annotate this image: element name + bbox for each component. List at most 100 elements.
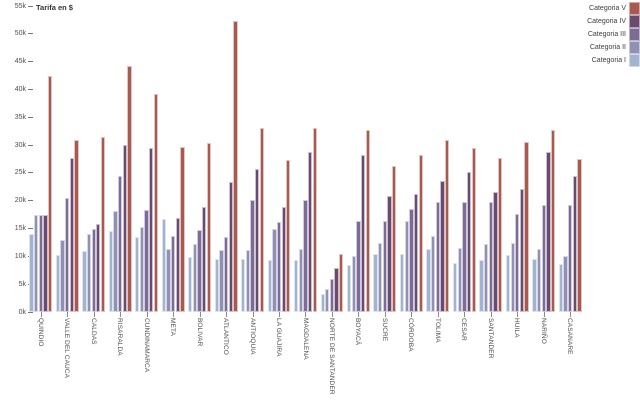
bar[interactable] [188, 257, 193, 312]
bar[interactable] [60, 240, 65, 312]
bar[interactable] [445, 139, 450, 312]
bar[interactable] [286, 159, 291, 312]
bar[interactable] [202, 207, 207, 312]
bar-group[interactable] [161, 6, 185, 317]
bar[interactable] [568, 205, 573, 312]
bar[interactable] [435, 202, 441, 312]
bar[interactable] [255, 169, 260, 312]
bar[interactable] [100, 137, 106, 312]
bar-group[interactable] [320, 6, 344, 317]
bar[interactable] [55, 254, 61, 312]
bar-group[interactable] [135, 6, 159, 317]
bar-group[interactable] [399, 6, 423, 317]
bar[interactable] [219, 249, 224, 312]
bar[interactable] [479, 260, 484, 312]
bar[interactable] [365, 129, 370, 312]
bar-group[interactable] [479, 6, 503, 317]
bar[interactable] [356, 220, 361, 312]
bar[interactable] [139, 227, 145, 312]
legend-item[interactable]: Categoria I [544, 54, 640, 67]
legend-item[interactable]: Categoria II [544, 41, 640, 54]
bar[interactable] [373, 254, 378, 312]
bar-group[interactable] [505, 6, 529, 317]
bar[interactable] [387, 196, 392, 312]
bar[interactable] [272, 229, 277, 312]
bar-group[interactable] [294, 6, 317, 317]
bar[interactable] [409, 209, 414, 312]
bar[interactable] [29, 234, 34, 312]
bar[interactable] [197, 229, 202, 312]
bar-group[interactable] [188, 6, 212, 317]
bar[interactable] [91, 228, 96, 312]
bar[interactable] [510, 243, 515, 312]
bar[interactable] [488, 201, 493, 312]
bar[interactable] [440, 181, 445, 312]
bar[interactable] [245, 249, 251, 312]
bar[interactable] [404, 221, 409, 312]
bar[interactable] [161, 219, 166, 312]
bar-group[interactable] [532, 6, 556, 317]
bar[interactable] [144, 209, 149, 312]
bar[interactable] [546, 152, 551, 312]
bar[interactable] [558, 263, 564, 312]
bar[interactable] [233, 21, 238, 312]
bar[interactable] [320, 294, 325, 312]
bar[interactable] [577, 159, 582, 312]
bar[interactable] [382, 220, 388, 312]
bar[interactable] [298, 249, 303, 312]
bar[interactable] [307, 151, 313, 312]
bar[interactable] [392, 166, 397, 312]
bar[interactable] [206, 143, 212, 312]
bar[interactable] [149, 147, 154, 312]
bar[interactable] [303, 199, 308, 312]
bar[interactable] [214, 259, 219, 312]
bar-group[interactable] [347, 6, 370, 317]
bar[interactable] [493, 192, 498, 312]
bar[interactable] [276, 221, 282, 312]
bar[interactable] [339, 253, 344, 312]
bar-group[interactable] [108, 6, 132, 317]
bar[interactable] [192, 244, 198, 312]
bar[interactable] [96, 223, 101, 312]
bar[interactable] [74, 139, 79, 312]
bar[interactable] [312, 128, 317, 312]
bar[interactable] [259, 128, 264, 312]
bar[interactable] [294, 259, 299, 312]
bar[interactable] [170, 236, 176, 312]
bar[interactable] [452, 263, 458, 312]
bar[interactable] [113, 210, 118, 312]
bar[interactable] [524, 142, 529, 312]
bar[interactable] [457, 248, 462, 312]
bar[interactable] [563, 255, 568, 312]
legend-item[interactable]: Categoria IV [544, 15, 640, 28]
bar[interactable] [471, 148, 476, 312]
bar[interactable] [69, 158, 74, 312]
bar[interactable] [505, 255, 511, 312]
bar[interactable] [228, 181, 233, 312]
bar[interactable] [153, 93, 159, 312]
bar[interactable] [418, 155, 423, 312]
bar-group[interactable] [452, 6, 476, 317]
bar[interactable] [515, 213, 520, 312]
bar[interactable] [572, 176, 578, 312]
bar[interactable] [281, 206, 286, 312]
bar[interactable] [378, 243, 383, 312]
bar[interactable] [166, 248, 171, 312]
bar[interactable] [431, 236, 436, 312]
bar[interactable] [497, 157, 503, 312]
bar[interactable] [462, 201, 467, 312]
bar[interactable] [347, 265, 352, 312]
bar[interactable] [241, 259, 246, 312]
bar[interactable] [108, 230, 113, 312]
bar[interactable] [180, 146, 185, 312]
bar[interactable] [82, 250, 87, 312]
bar-group[interactable] [267, 6, 291, 317]
bar[interactable] [541, 205, 546, 312]
bar-group[interactable] [426, 6, 450, 317]
bar[interactable] [426, 248, 431, 312]
bar-group[interactable] [29, 6, 53, 317]
bar[interactable] [223, 237, 229, 312]
bar[interactable] [38, 214, 43, 312]
bar[interactable] [484, 243, 489, 312]
bar[interactable] [86, 234, 92, 312]
